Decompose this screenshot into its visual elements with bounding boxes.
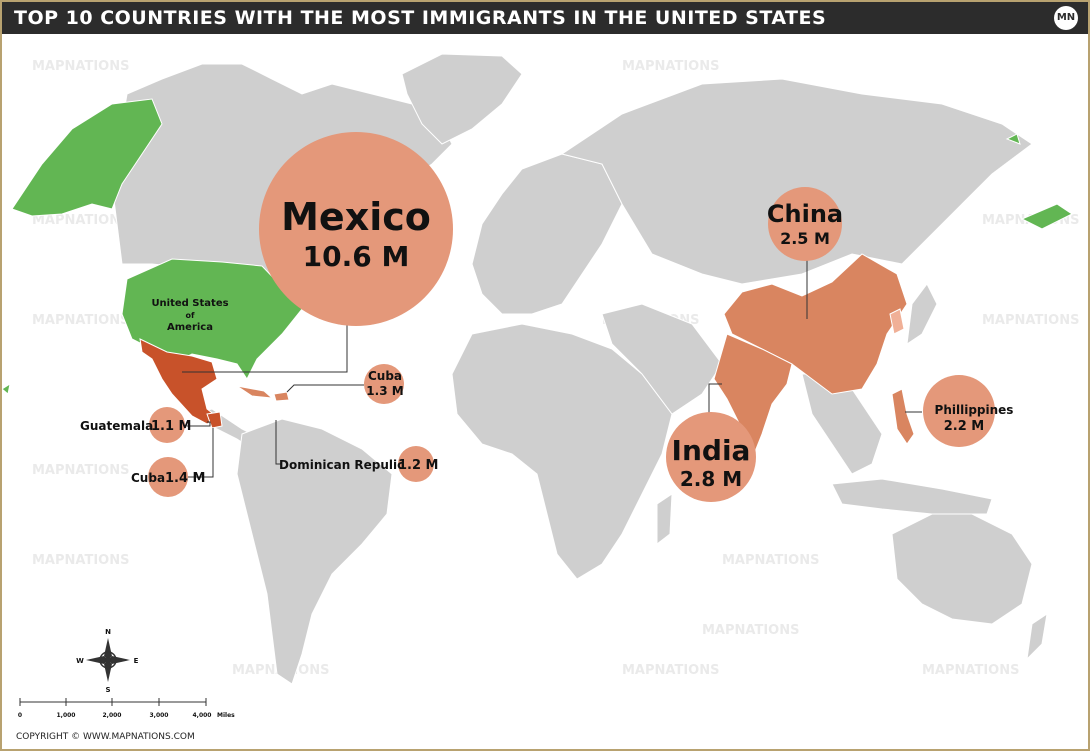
japan-shape xyxy=(906,283,938,346)
us-label: United States of America xyxy=(151,298,228,333)
watermark: MAPNATIONS xyxy=(982,313,1079,328)
china-bubble xyxy=(768,187,842,261)
europe-shape xyxy=(471,153,623,315)
madagascar-shape xyxy=(656,493,673,546)
china-shape xyxy=(723,253,908,395)
alaska-shape xyxy=(11,98,163,217)
guatemala-name: Guatemala xyxy=(80,419,153,433)
philippines-name: Phillippines xyxy=(935,403,1014,417)
cuba-shape xyxy=(236,385,274,399)
world-map: MAPNATIONS MAPNATIONS MAPNATIONS MAPNATI… xyxy=(2,34,1088,749)
hawaii-shape xyxy=(2,382,11,395)
new-zealand-shape xyxy=(1026,612,1048,661)
dominican-republic-shape xyxy=(273,391,290,402)
dominican-republic-name: Dominican Repulic xyxy=(279,458,404,472)
scale-tick: 1,000 xyxy=(57,712,76,719)
russia-shape xyxy=(560,78,1033,285)
cuba-bubble-1-4 xyxy=(148,457,188,497)
compass-rose-icon: N S E W xyxy=(76,628,138,694)
korea-shape xyxy=(889,308,905,335)
watermark: MAPNATIONS xyxy=(702,623,799,638)
china-name: China xyxy=(767,200,843,228)
india-name: India xyxy=(672,434,751,467)
copyright-text: COPYRIGHT © WWW.MAPNATIONS.COM xyxy=(16,732,195,742)
guatemala-bubble xyxy=(149,407,185,443)
mexico-bubble xyxy=(259,132,453,326)
india-value: 2.8 M xyxy=(680,467,742,491)
philippines-value: 2.2 M xyxy=(944,419,985,434)
scale-tick: 2,000 xyxy=(103,712,122,719)
middle-east-shape xyxy=(601,303,723,415)
scale-tick: 0 xyxy=(18,712,22,719)
philippines-shape xyxy=(891,388,915,445)
cuba-1-4-value: 1.4 M xyxy=(165,471,206,486)
cuba-1-4-name: Cuba xyxy=(131,471,165,485)
scale-bar: 0 1,000 2,000 3,000 4,000 Miles xyxy=(18,698,235,719)
compass-n: N xyxy=(105,628,111,636)
watermark: MAPNATIONS xyxy=(622,59,719,74)
compass-e: E xyxy=(134,657,139,665)
watermark: MAPNATIONS xyxy=(32,553,129,568)
map-title: TOP 10 COUNTRIES WITH THE MOST IMMIGRANT… xyxy=(14,7,827,29)
indonesia-shape xyxy=(831,478,993,515)
india-shape xyxy=(713,333,793,456)
leader-lines xyxy=(182,260,922,478)
scale-unit: Miles xyxy=(217,712,235,719)
cuba-bubble-1-3 xyxy=(364,364,404,404)
watermark: MAPNATIONS xyxy=(32,463,129,478)
compass-w: W xyxy=(76,657,84,665)
aleutian-shape xyxy=(1020,203,1073,230)
mapnations-logo: MN xyxy=(1054,6,1078,30)
mexico-value: 10.6 M xyxy=(303,240,410,273)
china-value: 2.5 M xyxy=(780,229,830,248)
title-bar: TOP 10 COUNTRIES WITH THE MOST IMMIGRANT… xyxy=(2,2,1088,34)
compass-s: S xyxy=(105,686,110,694)
watermark: MAPNATIONS xyxy=(922,663,1019,678)
africa-shape xyxy=(451,323,673,580)
scale-tick: 3,000 xyxy=(150,712,169,719)
bubbles-layer xyxy=(148,132,995,502)
united-states-layer xyxy=(2,98,1073,395)
philippines-bubble xyxy=(923,375,995,447)
watermark: MAPNATIONS xyxy=(32,59,129,74)
cuba-1-3-name: Cuba xyxy=(368,369,402,383)
us-label-line3: America xyxy=(167,322,213,333)
watermark: MAPNATIONS xyxy=(722,553,819,568)
cuba-1-3-value: 1.3 M xyxy=(366,384,403,398)
australia-shape xyxy=(891,513,1033,625)
south-america-shape xyxy=(236,418,393,685)
dominican-republic-value: 1.2 M xyxy=(398,458,439,473)
watermark: MAPNATIONS xyxy=(32,213,129,228)
bubble-labels: Mexico 10.6 M China 2.5 M India 2.8 M Ph… xyxy=(80,195,1013,491)
mexico-name: Mexico xyxy=(281,195,431,239)
watermark: MAPNATIONS xyxy=(622,663,719,678)
dominican-republic-bubble xyxy=(398,446,434,482)
greenland-shape xyxy=(401,53,523,145)
land-layer xyxy=(111,53,1048,685)
scale-tick: 4,000 xyxy=(193,712,212,719)
watermark: MAPNATIONS xyxy=(32,313,129,328)
india-bubble xyxy=(666,412,756,502)
guatemala-value: 1.1 M xyxy=(151,419,192,434)
aleutian-shape-2 xyxy=(1005,133,1021,145)
us-label-line2: of xyxy=(186,311,195,320)
us-label-line1: United States xyxy=(151,298,228,309)
